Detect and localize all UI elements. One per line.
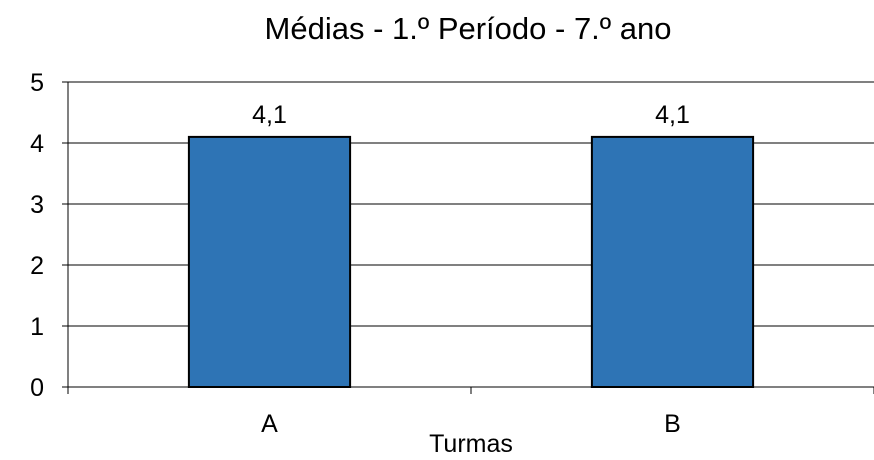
data-label: 4,1 — [655, 101, 690, 129]
x-tick-label: B — [664, 410, 681, 438]
bars: 4,1 4,1 — [187, 101, 755, 388]
data-label: 4,1 — [252, 101, 287, 129]
x-tick-label: A — [261, 410, 278, 438]
y-axis-ticks: 0 1 2 3 4 5 — [30, 69, 68, 402]
chart-title: Médias - 1.º Período - 7.º ano — [265, 11, 672, 46]
x-axis-title: Turmas — [429, 430, 513, 458]
y-tick-label: 1 — [30, 313, 44, 341]
y-tick-label: 4 — [30, 130, 44, 158]
y-tick-label: 2 — [30, 252, 44, 280]
y-tick-label: 3 — [30, 191, 44, 219]
y-tick-label: 0 — [30, 374, 44, 402]
bar — [590, 135, 755, 388]
bar — [187, 135, 352, 388]
y-tick-label: 5 — [30, 69, 44, 97]
